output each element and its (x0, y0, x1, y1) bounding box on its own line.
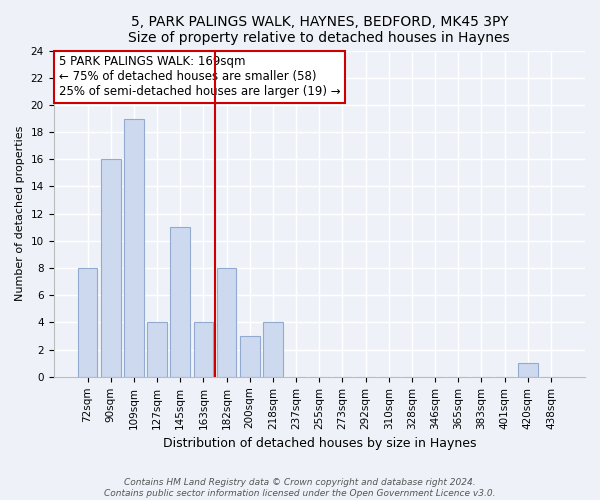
X-axis label: Distribution of detached houses by size in Haynes: Distribution of detached houses by size … (163, 437, 476, 450)
Bar (124, 118, 144, 377)
Bar (263, 322, 283, 377)
Bar (147, 322, 167, 377)
Text: 5 PARK PALINGS WALK: 169sqm
← 75% of detached houses are smaller (58)
25% of sem: 5 PARK PALINGS WALK: 169sqm ← 75% of det… (59, 56, 340, 98)
Bar (217, 268, 236, 377)
Bar (194, 322, 213, 377)
Bar (77, 268, 97, 377)
Y-axis label: Number of detached properties: Number of detached properties (15, 126, 25, 302)
Text: Contains HM Land Registry data © Crown copyright and database right 2024.
Contai: Contains HM Land Registry data © Crown c… (104, 478, 496, 498)
Title: 5, PARK PALINGS WALK, HAYNES, BEDFORD, MK45 3PY
Size of property relative to det: 5, PARK PALINGS WALK, HAYNES, BEDFORD, M… (128, 15, 510, 45)
Bar (101, 160, 121, 377)
Bar (518, 363, 538, 377)
Bar (240, 336, 260, 377)
Bar (170, 228, 190, 377)
